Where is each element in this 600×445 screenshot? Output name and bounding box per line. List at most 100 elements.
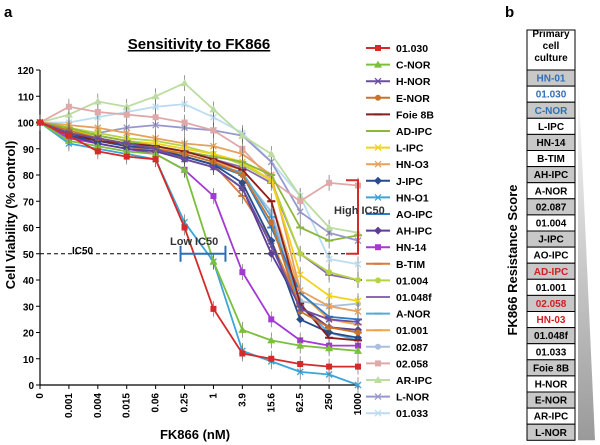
data-point: [239, 269, 246, 276]
low-ic50-label: Low IC50: [170, 236, 218, 248]
table-cell-label: HN-14: [537, 138, 566, 149]
data-point: [94, 109, 101, 115]
legend-item: 02.087: [366, 342, 428, 354]
data-point: [354, 260, 362, 268]
data-point: [375, 94, 381, 101]
data-point: [325, 292, 333, 300]
table-header-line-2: cell: [543, 41, 560, 52]
data-point: [267, 150, 276, 157]
data-point: [296, 341, 305, 349]
data-point: [94, 148, 101, 155]
legend-item: HN-14: [366, 242, 427, 254]
table-cell: [526, 423, 576, 441]
legend-item: E-NOR: [366, 93, 430, 105]
table-cell-label: C-NOR: [535, 106, 569, 117]
data-point: [65, 132, 72, 139]
data-point: [152, 114, 159, 121]
legend-label: J-IPC: [396, 176, 423, 188]
series-b-tim: [36, 114, 362, 341]
x-tick-label: 0.015: [122, 393, 133, 418]
table-cell-label: AR-IPC: [534, 412, 568, 423]
series-line: [39, 82, 359, 234]
table-cell-label: AH-IPC: [534, 170, 568, 181]
data-point: [268, 316, 275, 323]
data-point: [181, 224, 188, 231]
data-point: [375, 360, 381, 367]
y-tick-label: 30: [23, 302, 35, 313]
data-point: [180, 79, 189, 87]
series-e-nor: [37, 114, 361, 341]
series-line: [39, 121, 359, 313]
series-line: [39, 121, 359, 242]
high-ic50-label: High IC50: [334, 205, 385, 217]
table-header-line-1: Primary: [532, 29, 570, 40]
low-ic50-bracket: [179, 245, 227, 262]
table-cell-label: 01.048f: [534, 331, 569, 342]
data-point: [238, 184, 246, 192]
legend-item: HN-O3: [366, 159, 429, 171]
legend-label: L-NOR: [396, 392, 430, 404]
data-point: [297, 198, 304, 205]
table-cell-label: 01.033: [536, 347, 567, 358]
data-point: [210, 305, 217, 312]
legend-label: AR-IPC: [396, 375, 433, 387]
data-point: [374, 193, 382, 201]
legend-label: HN-14: [396, 242, 427, 254]
table-cell-label: 01.004: [536, 219, 567, 230]
series-line: [40, 103, 359, 266]
data-point: [326, 363, 333, 370]
data-point: [325, 223, 334, 231]
legend-item: HN-O1: [366, 192, 429, 204]
table-cell-label: L-IPC: [538, 122, 564, 133]
series-line: [39, 121, 359, 281]
legend-label: 02.087: [396, 342, 428, 354]
legend-label: L-IPC: [396, 143, 424, 155]
table-cell-label: 01.030: [536, 90, 567, 101]
data-point: [209, 163, 217, 171]
data-point: [374, 176, 382, 185]
data-point: [151, 92, 160, 100]
legend-label: AH-IPC: [396, 226, 433, 238]
data-point: [209, 105, 218, 113]
legend-label: 01.001: [396, 325, 428, 337]
data-point: [354, 381, 362, 389]
series-line: [39, 105, 359, 203]
series-line: [39, 121, 359, 352]
high-ic50-bracket: [346, 179, 359, 255]
x-tick-label: 1: [208, 393, 219, 399]
legend-item: J-IPC: [366, 176, 423, 188]
legend-label: AD-IPC: [396, 126, 433, 138]
table-cell-label: 02.058: [536, 299, 567, 310]
legend-item: 01.004: [366, 275, 428, 287]
table-cell-label: H-NOR: [535, 380, 569, 391]
data-point: [239, 350, 246, 357]
legend-item: L-NOR: [366, 392, 430, 404]
data-point: [296, 287, 304, 294]
x-tick-label: 0.06: [151, 393, 162, 413]
data-point: [354, 318, 362, 326]
table-cell-label: J-IPC: [538, 235, 564, 246]
table-cell-label: B-TIM: [537, 154, 565, 165]
series-line: [39, 121, 358, 368]
table-cell-label: 02.087: [536, 202, 567, 213]
resistance-score-label: FK866 Resistance Score: [505, 184, 520, 335]
y-tick-label: 0: [28, 381, 34, 392]
data-point: [374, 160, 382, 168]
series-line: [39, 121, 359, 342]
data-point: [65, 103, 72, 110]
data-point: [355, 329, 361, 336]
data-point: [296, 208, 304, 216]
y-tick-label: 70: [23, 197, 35, 208]
data-point: [374, 60, 382, 68]
data-point: [375, 244, 381, 251]
panel-a-label: a: [4, 4, 13, 21]
y-tick-label: 120: [17, 66, 34, 77]
data-point: [267, 336, 276, 344]
y-tick-label: 50: [23, 250, 35, 261]
legend-label: HN-O1: [396, 192, 429, 204]
series-01-030: [37, 114, 361, 375]
data-point: [268, 355, 275, 362]
data-point: [37, 119, 43, 126]
legend-label: H-NOR: [396, 76, 431, 88]
legend-item: AD-IPC: [366, 126, 433, 138]
